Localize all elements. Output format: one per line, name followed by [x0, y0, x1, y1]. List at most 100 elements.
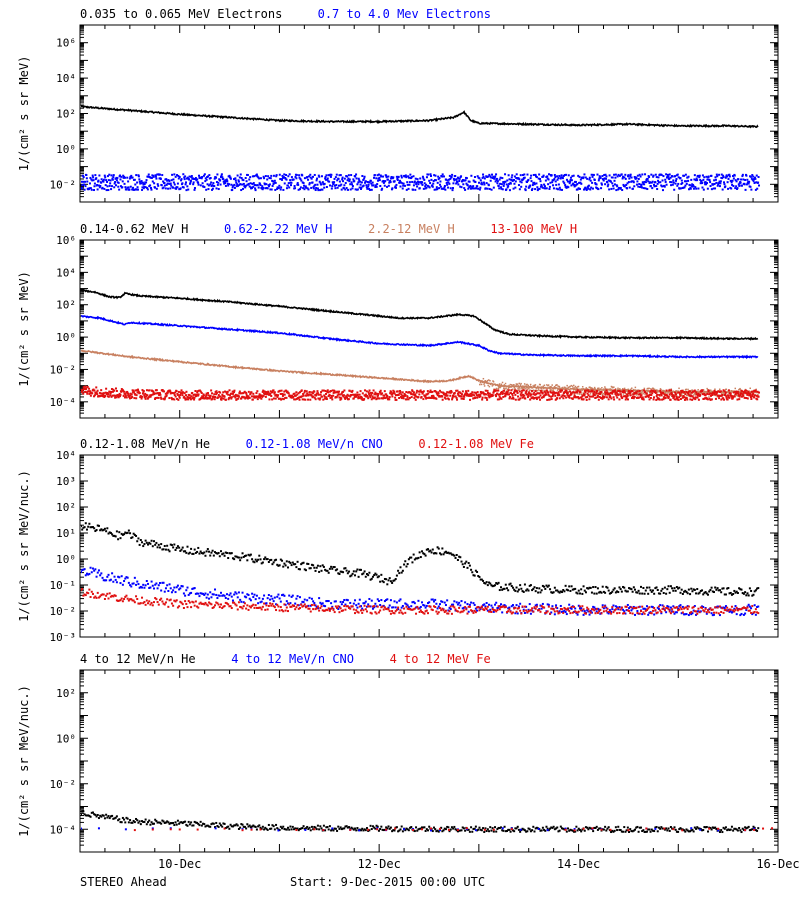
- data-point: [504, 388, 506, 390]
- data-point: [726, 398, 729, 401]
- data-point: [358, 568, 361, 571]
- data-point: [613, 183, 616, 186]
- data-point: [158, 546, 161, 549]
- data-point: [88, 182, 91, 185]
- data-point: [215, 176, 218, 179]
- data-point: [370, 398, 373, 401]
- data-point: [431, 396, 434, 399]
- data-point: [722, 394, 725, 396]
- data-point: [180, 585, 183, 588]
- data-point: [590, 173, 593, 176]
- data-point: [280, 186, 283, 189]
- data-point: [696, 394, 699, 397]
- data-point: [509, 582, 512, 585]
- data-point: [592, 586, 595, 589]
- data-point: [107, 179, 110, 182]
- data-point: [519, 393, 522, 396]
- data-point: [737, 392, 740, 395]
- data-point: [629, 175, 632, 178]
- data-point: [630, 176, 633, 179]
- data-point: [272, 174, 275, 177]
- data-point: [324, 178, 327, 181]
- data-point: [486, 379, 489, 382]
- data-point: [729, 179, 732, 182]
- data-point: [273, 391, 276, 394]
- data-point: [437, 392, 440, 395]
- data-point: [664, 178, 667, 181]
- data-point: [265, 602, 268, 605]
- data-point: [424, 554, 427, 557]
- data-point: [389, 179, 392, 182]
- data-point: [393, 579, 396, 582]
- data-point: [597, 179, 600, 182]
- data-point: [511, 394, 514, 397]
- data-point: [395, 175, 398, 178]
- data-point: [594, 182, 597, 185]
- data-point: [135, 174, 138, 177]
- data-point: [618, 174, 621, 177]
- data-point: [319, 182, 322, 185]
- data-point: [234, 555, 237, 558]
- data-point: [96, 184, 99, 187]
- data-point: [750, 589, 753, 592]
- data-point: [145, 541, 148, 544]
- data-point: [562, 180, 565, 183]
- data-point: [431, 390, 434, 393]
- data-point: [680, 179, 683, 182]
- data-point: [718, 185, 721, 188]
- data-point: [130, 536, 133, 539]
- data-point: [680, 393, 683, 395]
- data-point: [290, 595, 293, 598]
- data-point: [157, 396, 160, 399]
- data-point: [610, 397, 613, 400]
- data-point: [416, 178, 419, 181]
- data-point: [472, 397, 475, 400]
- data-point: [554, 394, 557, 397]
- data-point: [167, 187, 170, 190]
- data-point: [144, 397, 147, 400]
- data-point: [185, 189, 188, 192]
- data-point: [257, 186, 260, 189]
- data-point: [107, 189, 110, 192]
- data-point: [536, 186, 539, 189]
- data-point: [338, 573, 341, 576]
- data-point: [330, 396, 333, 399]
- data-point: [319, 397, 322, 400]
- data-point: [285, 187, 288, 190]
- data-point: [356, 188, 359, 191]
- data-point: [695, 592, 698, 595]
- data-point: [381, 580, 384, 583]
- data-point: [681, 592, 684, 595]
- data-point: [590, 395, 593, 398]
- data-point: [660, 589, 663, 592]
- data-point: [228, 394, 231, 397]
- data-point: [184, 398, 187, 401]
- data-point: [88, 572, 91, 575]
- data-point: [94, 174, 97, 177]
- data-point: [499, 176, 502, 179]
- data-point: [626, 182, 629, 185]
- data-point: [338, 184, 341, 187]
- data-point: [633, 395, 636, 398]
- data-point: [176, 186, 179, 189]
- data-point: [413, 558, 416, 561]
- data-point: [602, 590, 605, 593]
- data-point: [192, 181, 195, 184]
- data-point: [215, 593, 218, 596]
- data-point: [347, 174, 350, 177]
- data-point: [532, 173, 535, 176]
- data-point: [304, 398, 307, 401]
- data-point: [525, 387, 527, 390]
- data-point: [127, 581, 130, 584]
- data-point: [135, 397, 138, 400]
- data-point: [629, 587, 632, 590]
- data-point: [427, 548, 430, 551]
- data-point: [143, 396, 146, 399]
- data-point: [516, 383, 519, 385]
- data-point: [635, 177, 638, 180]
- data-point: [652, 174, 655, 177]
- data-point: [686, 592, 689, 595]
- data-point: [730, 395, 733, 398]
- data-point: [385, 174, 388, 177]
- data-point: [446, 551, 449, 554]
